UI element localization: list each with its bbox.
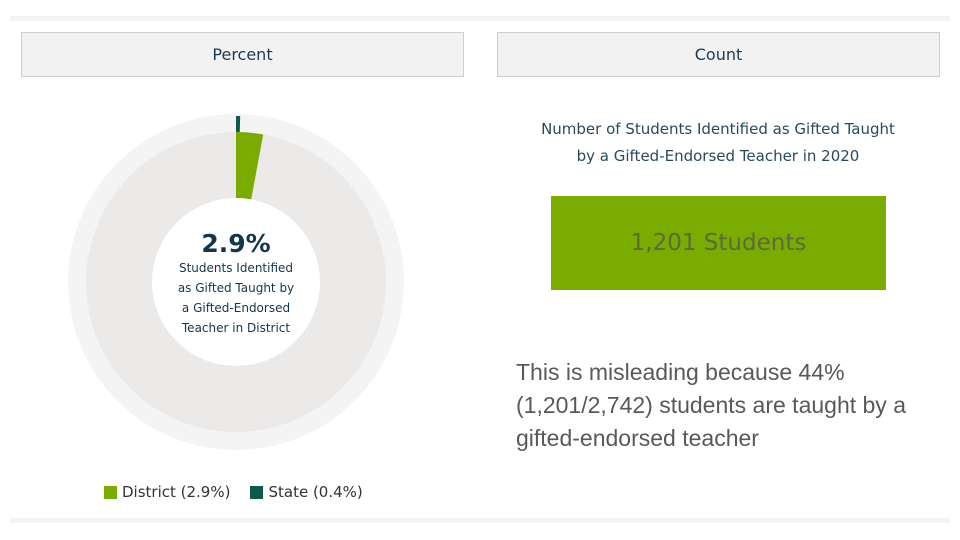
tab-percent-label: Percent: [212, 45, 273, 64]
count-value-box: 1,201 Students: [551, 196, 886, 290]
legend-item-state[interactable]: State (0.4%): [250, 483, 363, 501]
center-value: 2.9%: [201, 229, 271, 258]
count-value: 1,201 Students: [630, 230, 807, 256]
bottom-divider: [10, 518, 950, 523]
tab-count-label: Count: [694, 45, 743, 64]
center-label: Students Identified as Gifted Taught by …: [166, 258, 306, 338]
count-title-line: by a Gifted-Endorsed Teacher in 2020: [576, 147, 860, 165]
tab-count[interactable]: Count: [497, 32, 940, 77]
donut-hole: [152, 198, 320, 366]
donut-slice-district: [236, 132, 264, 200]
legend-item-district[interactable]: District (2.9%): [104, 483, 230, 501]
donut-chart: [68, 114, 404, 450]
chart-legend: District (2.9%) State (0.4%): [104, 483, 383, 501]
legend-label-district: District (2.9%): [122, 483, 231, 501]
center-label-line: as Gifted Taught by: [177, 281, 295, 295]
count-title: Number of Students Identified as Gifted …: [498, 116, 938, 170]
center-label-line: Teacher in District: [181, 321, 291, 335]
count-title-line: Number of Students Identified as Gifted …: [541, 120, 895, 138]
donut-slice-state: [236, 116, 241, 133]
legend-swatch-district: [104, 485, 117, 499]
center-label-line: Students Identified: [178, 261, 294, 275]
top-divider: [10, 16, 950, 21]
donut-center: 2.9% Students Identified as Gifted Taugh…: [166, 230, 306, 338]
tab-percent[interactable]: Percent: [21, 32, 464, 77]
center-label-line: a Gifted-Endorsed: [181, 301, 291, 315]
legend-swatch-state: [250, 485, 264, 499]
legend-label-state: State (0.4%): [268, 483, 363, 501]
note-text: This is misleading because 44% (1,201/2,…: [516, 359, 906, 451]
